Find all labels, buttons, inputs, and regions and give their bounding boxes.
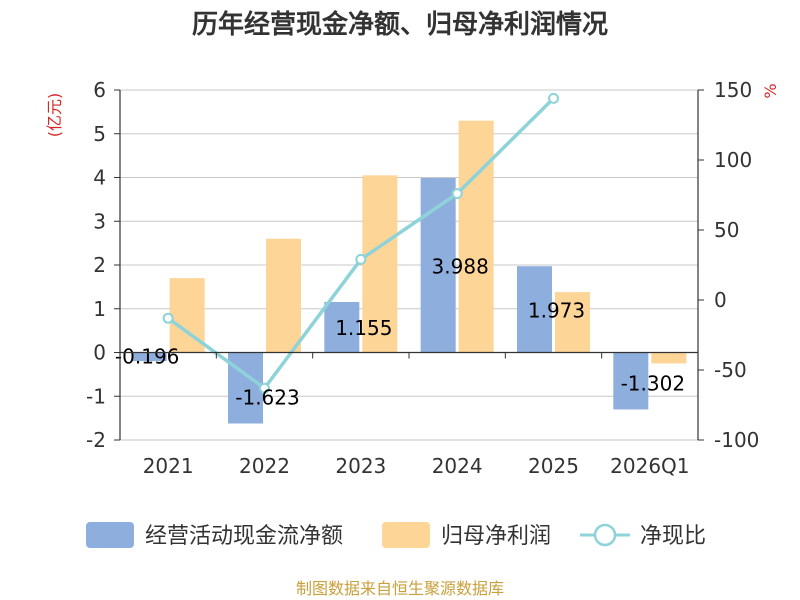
cash-flow-bar [131,352,167,362]
y-left-tick-label: 3 [93,209,106,233]
cash-flow-data-label: -1.302 [621,371,685,395]
y-left-tick-label: 6 [93,78,106,102]
ratio-point [548,92,559,104]
ratio-point [259,382,270,394]
legend: 经营活动现金流净额 归母净利润 净现比 [86,522,706,549]
y-left-tick-label: 4 [93,166,106,190]
y-right-unit: % [761,83,780,98]
x-tick-label: 2022 [239,454,290,478]
y-left-tick-label: 5 [93,122,106,146]
y-right-tick-label: -50 [714,358,747,382]
legend-label-net-profit: 归母净利润 [441,524,551,549]
legend-label-cash-flow: 经营活动现金流净额 [145,524,343,549]
legend-label-ratio: 净现比 [640,524,706,549]
bars [131,120,687,424]
net-profit-bar [555,292,590,353]
y-left-tick-label: -1 [86,384,106,408]
gridlines [120,89,698,441]
cash-flow-data-label: -0.196 [115,345,179,369]
x-tick-label: 2021 [143,454,194,478]
net-profit-bar [651,352,687,364]
y-right-tick-label: 100 [714,148,752,172]
y-right-tick-label: 50 [714,218,739,242]
y-left-unit: (亿元) [45,93,64,138]
x-tick-label: 2024 [432,454,483,478]
net-profit-bar [362,175,398,353]
y-right-tick-label: 150 [714,78,752,102]
cash-flow-bar [324,301,360,353]
x-tick-label: 2023 [335,454,386,478]
legend-swatch-net-profit [382,522,430,548]
legend-swatch-marker [593,523,617,547]
y-left-tick-label: -2 [86,428,106,452]
y-right-tick-label: 0 [714,288,727,312]
source-note: 制图数据来自恒生聚源数据库 [296,579,504,598]
data-labels: -0.196 -1.623 1.155 3.988 1.973 -1.302 [115,254,685,409]
cash-flow-data-label: 1.155 [335,316,392,340]
ratio-point [355,253,367,265]
y-left-tick-label: 1 [93,297,106,321]
cash-flow-data-label: -1.623 [235,386,299,410]
x-tick-label: 2025 [528,454,579,478]
cash-flow-bar [517,266,552,353]
cash-flow-data-label: 1.973 [528,298,585,322]
legend-swatch-cash-flow [86,522,134,548]
net-profit-bar [266,238,301,353]
cash-flow-data-label: 3.988 [432,254,489,278]
ratio-point [162,312,174,324]
ratio-line-path [167,97,555,391]
y-left-tick-label: 2 [93,253,106,277]
chart-title: 历年经营现金净额、归母净利润情况 [192,9,608,40]
x-tick-label: 2026Q1 [610,454,689,478]
axes: -2 -1 0 1 2 3 4 5 6 -100 -50 0 50 100 150 (亿元)% 2021 2022… [45,78,780,478]
cash-flow-bar [613,352,649,410]
y-left-tick-label: 0 [93,341,106,365]
net-profit-bar [458,120,494,353]
ratio-line [162,92,559,394]
y-right-tick-label: -100 [714,428,759,452]
ratio-point [451,188,463,200]
